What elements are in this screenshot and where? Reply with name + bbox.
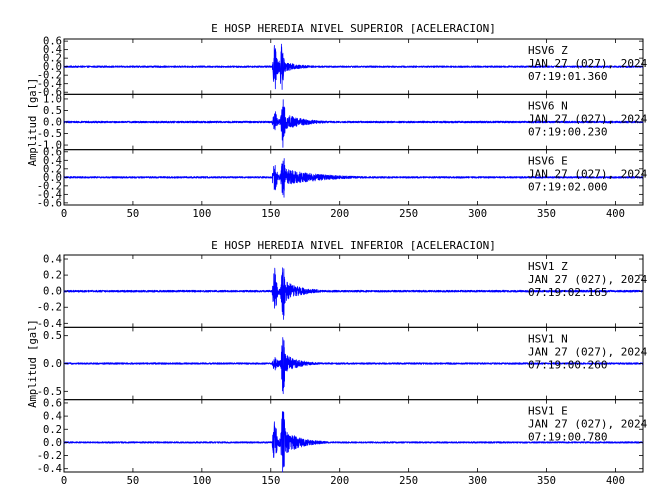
- channel-name: HSV1 N: [528, 332, 568, 345]
- channel-name: HSV6 Z: [528, 44, 568, 57]
- channel-name: HSV1 E: [528, 405, 568, 418]
- channel-time: 07:19:01.360: [528, 70, 607, 83]
- y-tick-label: -0.2: [37, 450, 62, 462]
- x-tick-label: 400: [606, 208, 625, 220]
- y-tick-label: -0.5: [37, 386, 62, 398]
- y-tick-label: -0.4: [37, 78, 62, 90]
- channel-date: JAN 27 (027), 2024: [528, 168, 648, 181]
- y-tick-label: -0.2: [37, 180, 62, 192]
- y-tick-label: -0.6: [37, 197, 62, 209]
- chart-panel-1: E HOSP HEREDIA NIVEL SUPERIOR [ACELERACI…: [27, 22, 648, 220]
- y-tick-label: 0.4: [43, 411, 62, 423]
- channel-date: JAN 27 (027), 2024: [528, 418, 648, 431]
- y-tick-label: 0.0: [43, 61, 62, 73]
- waveform-trace: [63, 267, 644, 320]
- x-tick-label: 0: [61, 475, 67, 487]
- y-tick-label: 0.5: [43, 105, 62, 117]
- y-tick-label: -0.2: [37, 70, 62, 82]
- y-tick-label: 0.0: [43, 117, 62, 129]
- x-tick-label: 250: [399, 208, 418, 220]
- x-tick-label: 50: [127, 475, 140, 487]
- channel-date: JAN 27 (027), 2024: [528, 345, 648, 358]
- y-tick-label: 0.6: [43, 146, 62, 158]
- channel-date: JAN 27 (027), 2024: [528, 57, 648, 70]
- y-tick-label: 0.4: [43, 254, 62, 266]
- channel-time: 07:19:00.780: [528, 431, 607, 444]
- waveform-trace: [63, 337, 644, 395]
- x-tick-label: 200: [330, 475, 349, 487]
- x-tick-label: 100: [192, 475, 211, 487]
- chart-title: E HOSP HEREDIA NIVEL INFERIOR [ACELERACI…: [211, 239, 496, 252]
- waveform-trace: [63, 43, 644, 90]
- y-tick-label: 0.2: [43, 270, 62, 282]
- y-tick-label: 0.0: [43, 358, 62, 370]
- channel-name: HSV6 E: [528, 155, 568, 168]
- x-tick-label: 350: [537, 208, 556, 220]
- waveform-trace: [63, 411, 644, 473]
- channel-date: JAN 27 (027), 2024: [528, 112, 648, 125]
- x-tick-label: 100: [192, 208, 211, 220]
- y-tick-label: -0.4: [37, 189, 62, 201]
- chart-title: E HOSP HEREDIA NIVEL SUPERIOR [ACELERACI…: [211, 22, 496, 35]
- x-tick-label: 250: [399, 475, 418, 487]
- waveform-trace: [63, 99, 644, 148]
- channel-date: JAN 27 (027), 2024: [528, 273, 648, 286]
- y-tick-label: -0.4: [37, 318, 62, 330]
- y-tick-label: 0.2: [43, 163, 62, 175]
- y-tick-label: 1.0: [43, 93, 62, 105]
- y-axis-label: Amplitud [gal]: [27, 78, 39, 167]
- chart-panel-2: E HOSP HEREDIA NIVEL INFERIOR [ACELERACI…: [27, 239, 648, 487]
- y-tick-label: -0.6: [37, 87, 62, 99]
- y-tick-label: 0.2: [43, 53, 62, 65]
- channel-time: 07:19:02.000: [528, 181, 607, 194]
- y-tick-label: 0.6: [43, 397, 62, 409]
- channel-frame: [63, 399, 644, 473]
- y-tick-label: -0.2: [37, 302, 62, 314]
- channel-name: HSV1 Z: [528, 260, 568, 273]
- waveform-trace: [63, 158, 644, 198]
- y-tick-label: 0.0: [43, 172, 62, 184]
- y-tick-label: 0.5: [43, 330, 62, 342]
- y-tick-label: 0.2: [43, 424, 62, 436]
- x-tick-label: 150: [261, 475, 280, 487]
- x-tick-label: 50: [127, 208, 140, 220]
- x-tick-label: 0: [61, 208, 67, 220]
- y-tick-label: 0.0: [43, 286, 62, 298]
- x-tick-label: 300: [468, 208, 487, 220]
- y-tick-label: -0.4: [37, 463, 62, 475]
- x-tick-label: 400: [606, 475, 625, 487]
- x-tick-label: 350: [537, 475, 556, 487]
- y-tick-label: 0.0: [43, 437, 62, 449]
- channel-time: 07:19:02.165: [528, 286, 607, 299]
- y-tick-label: -1.0: [37, 140, 62, 152]
- y-tick-label: 0.6: [43, 36, 62, 48]
- channel-time: 07:19:00.260: [528, 358, 607, 371]
- x-tick-label: 150: [261, 208, 280, 220]
- x-tick-label: 200: [330, 208, 349, 220]
- y-axis-label: Amplitud [gal]: [27, 319, 39, 408]
- y-tick-label: -0.5: [37, 128, 62, 140]
- channel-name: HSV6 N: [528, 99, 568, 112]
- y-tick-label: 0.4: [43, 155, 62, 167]
- y-tick-label: 0.4: [43, 44, 62, 56]
- channel-time: 07:19:00.230: [528, 125, 607, 138]
- x-tick-label: 300: [468, 475, 487, 487]
